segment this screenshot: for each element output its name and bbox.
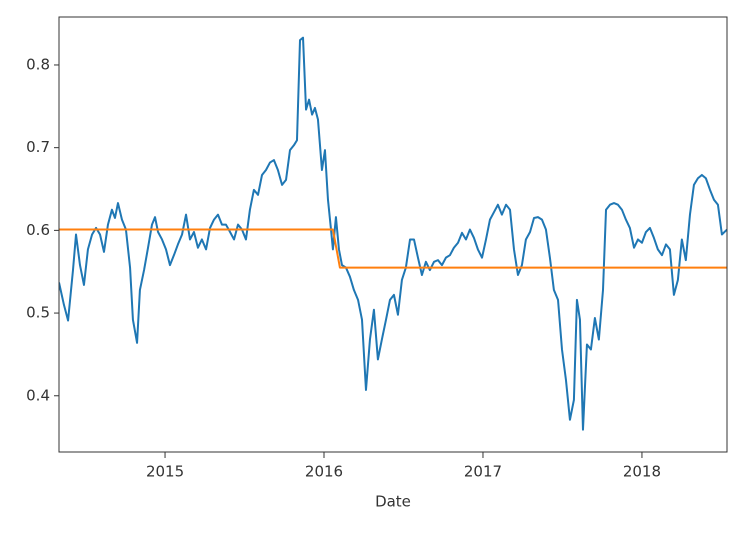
x-tick-label: 2015	[146, 463, 184, 481]
data-line	[59, 228, 727, 269]
y-tick-label: 0.4	[26, 386, 50, 404]
data-line	[59, 36, 727, 431]
plot-frame	[58, 16, 728, 453]
x-axis-label: Date	[375, 493, 411, 511]
y-tick-label: 0.5	[26, 304, 50, 322]
x-tick-label: 2017	[464, 463, 502, 481]
x-tick-label: 2016	[305, 463, 343, 481]
y-tick-label: 0.7	[26, 138, 50, 156]
y-tick-label: 0.6	[26, 221, 50, 239]
y-tick-label: 0.8	[26, 55, 50, 73]
x-tick-label: 2018	[623, 463, 661, 481]
